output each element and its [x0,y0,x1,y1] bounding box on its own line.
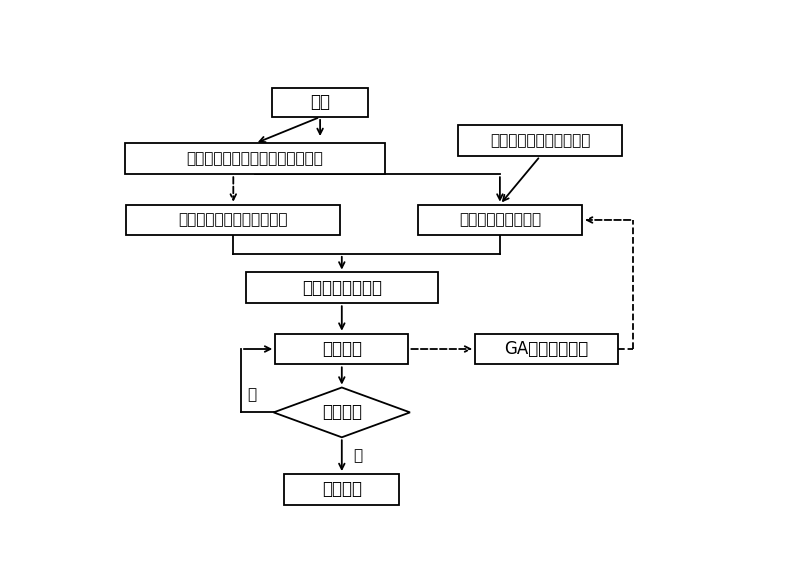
Text: 对焊缝不同区域进行动态压痕试验: 对焊缝不同区域进行动态压痕试验 [186,151,323,166]
Text: GA自动更新参数: GA自动更新参数 [504,340,589,358]
Text: 调用有限元数值模型: 调用有限元数值模型 [459,212,541,228]
Text: 优化算法: 优化算法 [322,340,362,358]
Text: 输出结果: 输出结果 [322,480,362,499]
FancyBboxPatch shape [475,333,618,365]
FancyBboxPatch shape [246,272,438,303]
FancyBboxPatch shape [285,474,399,505]
FancyBboxPatch shape [275,333,409,365]
Polygon shape [274,387,410,437]
Text: 否: 否 [247,387,256,402]
FancyBboxPatch shape [126,205,340,235]
FancyBboxPatch shape [418,205,582,235]
FancyBboxPatch shape [272,88,368,117]
Text: 读取焊缝区域压痕试验结果: 读取焊缝区域压痕试验结果 [178,212,288,228]
Text: 开始: 开始 [310,93,330,111]
Text: 得到目标响应函数: 得到目标响应函数 [302,279,382,297]
FancyBboxPatch shape [458,125,622,156]
Text: 收敛校验: 收敛校验 [322,403,362,422]
FancyBboxPatch shape [125,143,386,174]
Text: 给定参数初值和合适区间: 给定参数初值和合适区间 [490,133,590,148]
Text: 是: 是 [353,448,362,463]
